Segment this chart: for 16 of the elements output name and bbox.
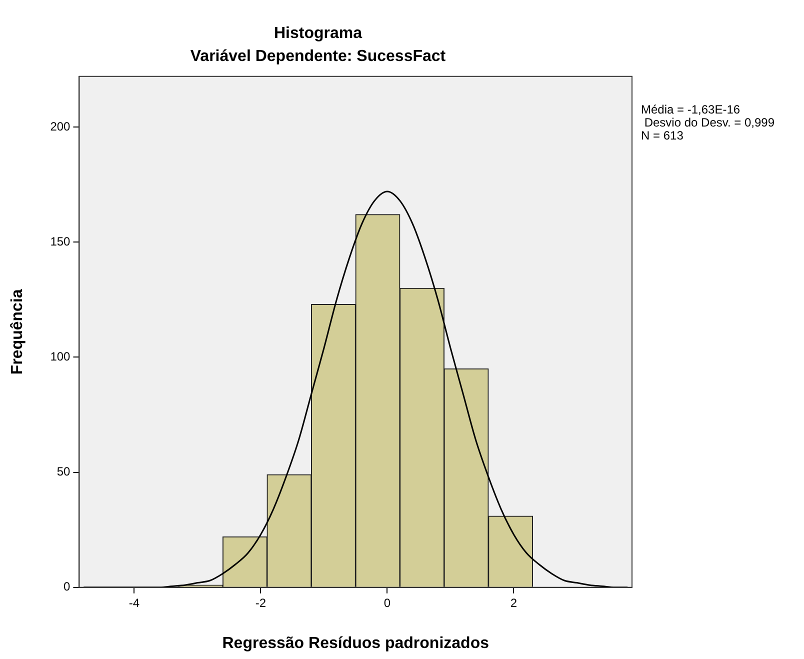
y-tick-label: 100 (50, 350, 71, 364)
x-tick-label: -4 (128, 596, 140, 610)
y-tick-label: 150 (50, 234, 71, 248)
y-tick-label: 0 (64, 580, 71, 594)
x-axis-title: Regressão Resíduos padronizados (222, 634, 490, 652)
text: Média = -1,63E-16 (641, 102, 740, 117)
y-axis-title: Frequência (9, 289, 26, 375)
y-tick-label: 200 (50, 119, 71, 134)
chart-subtitle: Variável Dependente: SucessFact (190, 48, 446, 66)
x-tick-label: -2 (255, 596, 266, 610)
text: N = 613 (641, 128, 684, 143)
chart-title: Histograma (274, 25, 362, 42)
x-tick-label: 2 (510, 596, 518, 610)
x-tick-label: 0 (384, 596, 391, 610)
y-tick-label: 50 (56, 464, 71, 479)
text: Desvio do Desv. = 0,999 (641, 116, 775, 130)
